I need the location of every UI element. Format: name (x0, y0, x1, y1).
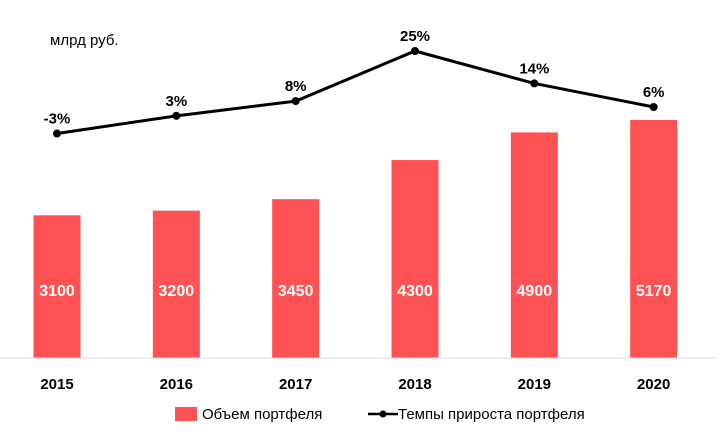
line-value-label-2020: 6% (643, 84, 665, 101)
bar-value-label-2018: 4300 (397, 283, 433, 300)
x-tick-label-2016: 2016 (160, 376, 193, 393)
bar-value-label-2016: 3200 (159, 283, 195, 300)
bar-2016 (152, 210, 200, 358)
line-value-label-2018: 25% (400, 28, 430, 45)
line-value-label-2016: 3% (165, 93, 187, 110)
unit-label: млрд руб. (50, 32, 119, 49)
legend: Объем портфеля Темпы прироста портфеля (175, 406, 585, 423)
bar-value-label-2020: 5170 (636, 283, 672, 300)
growth-line (56, 49, 654, 136)
bar-2020 (630, 120, 678, 358)
legend-bar-label: Объем портфеля (202, 406, 322, 423)
x-tick-label-2020: 2020 (637, 376, 670, 393)
line-point-2019 (530, 79, 539, 88)
line-point-2018 (411, 47, 419, 55)
bar-2015 (33, 215, 81, 358)
legend-line-marker (379, 410, 387, 418)
bar-value-label-2019: 4900 (517, 283, 553, 300)
line-series: -3% 3% 8% 25% 14% 6% (44, 28, 665, 138)
x-tick-label-2017: 2017 (279, 376, 312, 393)
line-point-2015 (53, 129, 61, 138)
bar-series: 3100 3200 3450 4300 4900 5170 (33, 120, 678, 358)
legend-line-label: Темпы прироста портфеля (398, 406, 585, 423)
bar-2019 (510, 132, 558, 358)
bar-value-label-2015: 3100 (39, 283, 75, 300)
line-value-label-2019: 14% (519, 60, 549, 77)
x-tick-label-2019: 2019 (518, 376, 551, 393)
line-value-label-2017: 8% (285, 78, 307, 95)
x-tick-labels: 2015 2016 2017 2018 2019 2020 (40, 376, 670, 393)
x-tick-label-2018: 2018 (398, 376, 431, 393)
line-point-2016 (172, 111, 181, 120)
bar-2017 (272, 199, 320, 358)
legend-bar-swatch (175, 407, 197, 421)
line-point-2020 (649, 103, 658, 111)
x-tick-label-2015: 2015 (40, 376, 73, 393)
bar-2018 (391, 160, 439, 358)
bar-value-label-2017: 3450 (278, 283, 314, 300)
line-point-2017 (291, 97, 300, 106)
line-value-label-2015: -3% (44, 111, 71, 128)
